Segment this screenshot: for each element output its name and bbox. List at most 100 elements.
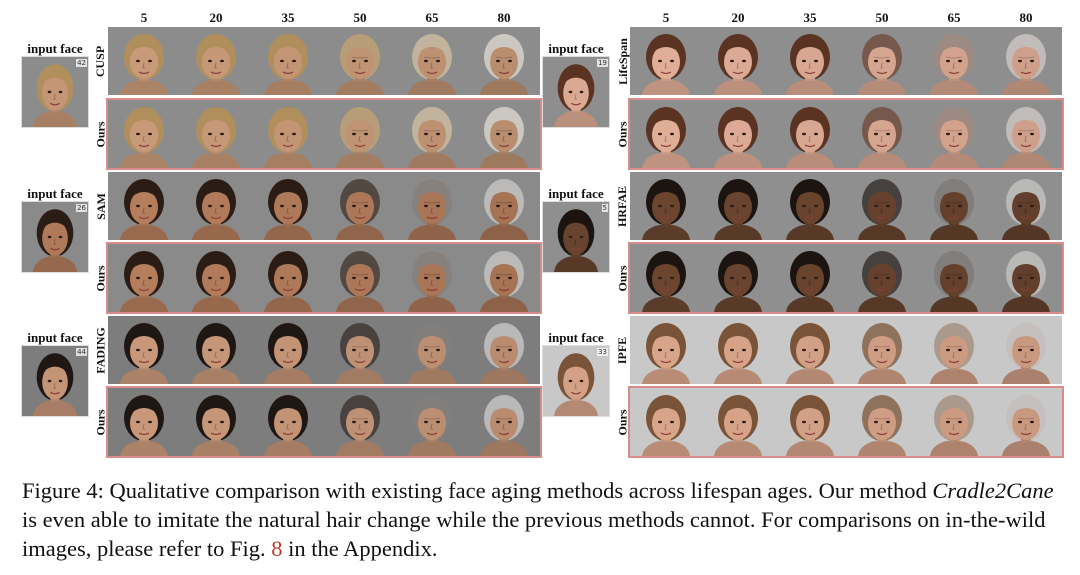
caption-suffix: in the Appendix. bbox=[282, 536, 438, 561]
input-face-image: 26 bbox=[22, 202, 88, 272]
ours-result-face bbox=[774, 388, 846, 456]
age-column-header: 5 bbox=[662, 10, 670, 25]
method-result-face bbox=[252, 27, 324, 95]
ours-result-face bbox=[396, 244, 468, 312]
method-result-face bbox=[774, 172, 846, 240]
input-age-badge: 33 bbox=[597, 348, 608, 356]
age-column-header: 20 bbox=[209, 10, 223, 25]
method-label: FADING bbox=[94, 316, 108, 384]
ours-result-face bbox=[702, 388, 774, 456]
input-face-image: 44 bbox=[22, 346, 88, 416]
caption-middle: is even able to imitate the natural hair… bbox=[22, 507, 1046, 561]
method-result-face bbox=[396, 27, 468, 95]
ours-result-face bbox=[990, 244, 1062, 312]
age-column-header: 50 bbox=[353, 10, 367, 25]
ours-result-face bbox=[774, 100, 846, 168]
method-result-face bbox=[252, 316, 324, 384]
method-result-face bbox=[324, 27, 396, 95]
ours-result-face bbox=[324, 388, 396, 456]
ours-result-face bbox=[918, 100, 990, 168]
ours-result-face bbox=[324, 244, 396, 312]
method-result-face bbox=[468, 172, 540, 240]
age-column-header: 20 bbox=[731, 10, 745, 25]
method-result-face bbox=[630, 172, 702, 240]
ours-result-face bbox=[324, 100, 396, 168]
input-face-label: input face bbox=[27, 41, 83, 56]
ours-result-face bbox=[846, 244, 918, 312]
ours-result-face bbox=[252, 244, 324, 312]
method-result-face bbox=[252, 172, 324, 240]
ours-result-face bbox=[990, 100, 1062, 168]
ours-result-face bbox=[630, 244, 702, 312]
input-face-label: input face bbox=[27, 330, 83, 345]
ours-result-face bbox=[846, 388, 918, 456]
ours-result-face bbox=[180, 100, 252, 168]
input-face-label: input face bbox=[548, 41, 604, 56]
method-result-face bbox=[630, 316, 702, 384]
figure-caption: Figure 4: Qualitative comparison with ex… bbox=[22, 476, 1062, 563]
input-face-image: 33 bbox=[543, 346, 609, 416]
input-face-image: 5 bbox=[543, 202, 609, 272]
method-result-face bbox=[846, 316, 918, 384]
method-label: HRFAE bbox=[616, 172, 630, 240]
method-result-face bbox=[396, 172, 468, 240]
method-label-text: FADING bbox=[93, 326, 108, 374]
method-result-face bbox=[468, 316, 540, 384]
ours-result-face bbox=[252, 388, 324, 456]
age-column-header: 35 bbox=[281, 10, 295, 25]
age-column-header: 65 bbox=[425, 10, 439, 25]
age-column-header: 35 bbox=[803, 10, 817, 25]
input-face-label: input face bbox=[27, 186, 83, 201]
method-result-face bbox=[918, 27, 990, 95]
method-result-face bbox=[702, 27, 774, 95]
ours-result-face bbox=[252, 100, 324, 168]
age-column-header: 80 bbox=[497, 10, 511, 25]
method-label-text: IPFE bbox=[615, 336, 630, 364]
method-result-face bbox=[702, 316, 774, 384]
method-label: IPFE bbox=[616, 316, 630, 384]
input-age-badge: 42 bbox=[76, 59, 87, 67]
ours-result-face bbox=[180, 388, 252, 456]
method-label: LifeSpan bbox=[616, 27, 630, 95]
method-result-face bbox=[180, 27, 252, 95]
ours-result-face bbox=[918, 388, 990, 456]
ours-result-face bbox=[702, 100, 774, 168]
ours-result-face bbox=[630, 100, 702, 168]
method-result-face bbox=[990, 27, 1062, 95]
input-face-label: input face bbox=[548, 330, 604, 345]
ours-row-frame bbox=[106, 98, 542, 170]
caption-figure-reference[interactable]: 8 bbox=[271, 536, 283, 561]
ours-result-face bbox=[108, 100, 180, 168]
method-result-face bbox=[180, 316, 252, 384]
input-age-badge: 5 bbox=[601, 204, 608, 212]
age-column-header: 5 bbox=[140, 10, 148, 25]
ours-result-face bbox=[468, 100, 540, 168]
method-result-face bbox=[180, 172, 252, 240]
ours-result-face bbox=[108, 244, 180, 312]
method-result-face bbox=[990, 316, 1062, 384]
ours-result-face bbox=[180, 244, 252, 312]
ours-result-face bbox=[396, 388, 468, 456]
method-result-face bbox=[846, 27, 918, 95]
age-column-header: 80 bbox=[1019, 10, 1033, 25]
ours-result-face bbox=[468, 388, 540, 456]
input-face-label: input face bbox=[548, 186, 604, 201]
method-result-face bbox=[918, 172, 990, 240]
caption-method-name: Cradle2Cane bbox=[932, 478, 1054, 503]
ours-row-frame bbox=[628, 98, 1064, 170]
ours-result-face bbox=[108, 388, 180, 456]
method-result-face bbox=[630, 27, 702, 95]
method-result-face bbox=[702, 172, 774, 240]
method-label-text: CUSP bbox=[93, 45, 108, 77]
ours-result-face bbox=[990, 388, 1062, 456]
method-result-face bbox=[468, 27, 540, 95]
ours-result-face bbox=[396, 100, 468, 168]
ours-result-face bbox=[702, 244, 774, 312]
input-face-image: 42 bbox=[22, 57, 88, 127]
age-column-header: 65 bbox=[947, 10, 961, 25]
ours-result-face bbox=[918, 244, 990, 312]
method-label-text: SAM bbox=[93, 192, 108, 220]
method-result-face bbox=[918, 316, 990, 384]
method-label-text: LifeSpan bbox=[615, 37, 630, 85]
input-age-badge: 44 bbox=[76, 348, 87, 356]
